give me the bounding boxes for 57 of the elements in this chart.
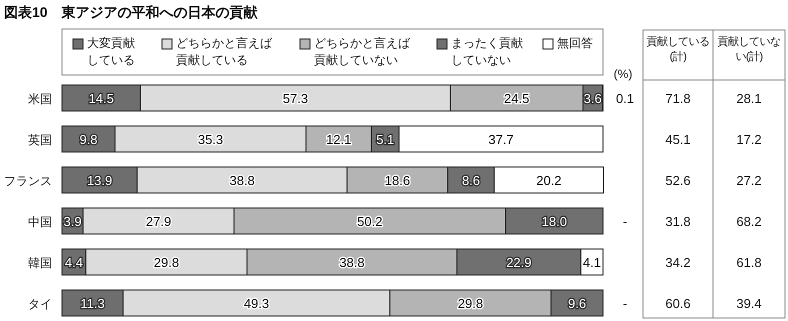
data-label: 18.6 — [384, 173, 410, 188]
data-label: 9.6 — [568, 296, 586, 311]
text: 60.6 — [665, 296, 691, 311]
data-label: 22.9 — [506, 255, 532, 270]
data-label: 4.1 — [582, 255, 601, 270]
data-label: 27.9 — [146, 214, 172, 229]
data-label: 29.8 — [154, 255, 180, 270]
y-tick-label: 中国 — [28, 215, 52, 229]
text: 28.1 — [736, 91, 762, 106]
text: 68.2 — [736, 214, 762, 229]
legend-label: 無回答 — [557, 35, 594, 52]
y-tick-label: タイ — [28, 297, 52, 311]
data-label: 11.3 — [80, 296, 105, 311]
legend-label: まったく貢献していない — [451, 35, 524, 69]
legend-label: 大変貢献している — [87, 35, 136, 69]
legend-label: どちらかと言えば貢献していない — [314, 35, 412, 69]
data-label: 12.1 — [326, 132, 352, 147]
text: 61.8 — [736, 255, 762, 270]
data-label: 8.6 — [462, 173, 480, 188]
y-tick-label: 英国 — [28, 133, 52, 147]
text: 貢献していない(計) — [716, 35, 782, 65]
text: 71.8 — [665, 91, 691, 106]
text: - — [622, 296, 628, 311]
y-tick-label: 米国 — [28, 92, 52, 106]
data-label: 13.9 — [86, 173, 112, 188]
legend-label: どちらかと言えば貢献している — [176, 35, 274, 69]
data-label: 57.3 — [282, 91, 308, 106]
data-label: 29.8 — [458, 296, 484, 311]
data-label: 3.9 — [64, 214, 82, 229]
data-label: 50.2 — [357, 214, 382, 229]
data-label: 20.2 — [536, 173, 562, 188]
text: 貢献している(計) — [646, 35, 710, 65]
text: 17.2 — [736, 132, 762, 147]
data-label: 38.8 — [229, 173, 255, 188]
data-label: 0.1 — [616, 91, 634, 106]
text: 52.6 — [665, 173, 691, 188]
data-label: 5.1 — [376, 132, 394, 147]
data-label: 14.5 — [88, 91, 114, 106]
chart-title: 図表10 東アジアの平和への日本の貢献 — [4, 4, 259, 20]
text: 34.2 — [665, 255, 691, 270]
data-label: 49.3 — [244, 296, 270, 311]
data-label: 24.5 — [504, 91, 530, 106]
text: 31.8 — [665, 214, 691, 229]
data-label: 4.4 — [64, 255, 83, 270]
data-label: 35.3 — [198, 132, 224, 147]
text: (%) — [614, 67, 632, 81]
y-tick-label: 韓国 — [28, 256, 52, 270]
data-label: 18.0 — [542, 214, 567, 229]
text: 45.1 — [665, 132, 691, 147]
text: 27.2 — [736, 173, 762, 188]
text: 39.4 — [736, 296, 762, 311]
text: - — [622, 214, 628, 229]
data-label: 9.8 — [79, 132, 98, 147]
data-label: 3.6 — [584, 91, 602, 106]
data-label: 37.7 — [488, 132, 514, 147]
y-tick-label: フランス — [4, 174, 52, 188]
data-label: 38.8 — [339, 255, 365, 270]
